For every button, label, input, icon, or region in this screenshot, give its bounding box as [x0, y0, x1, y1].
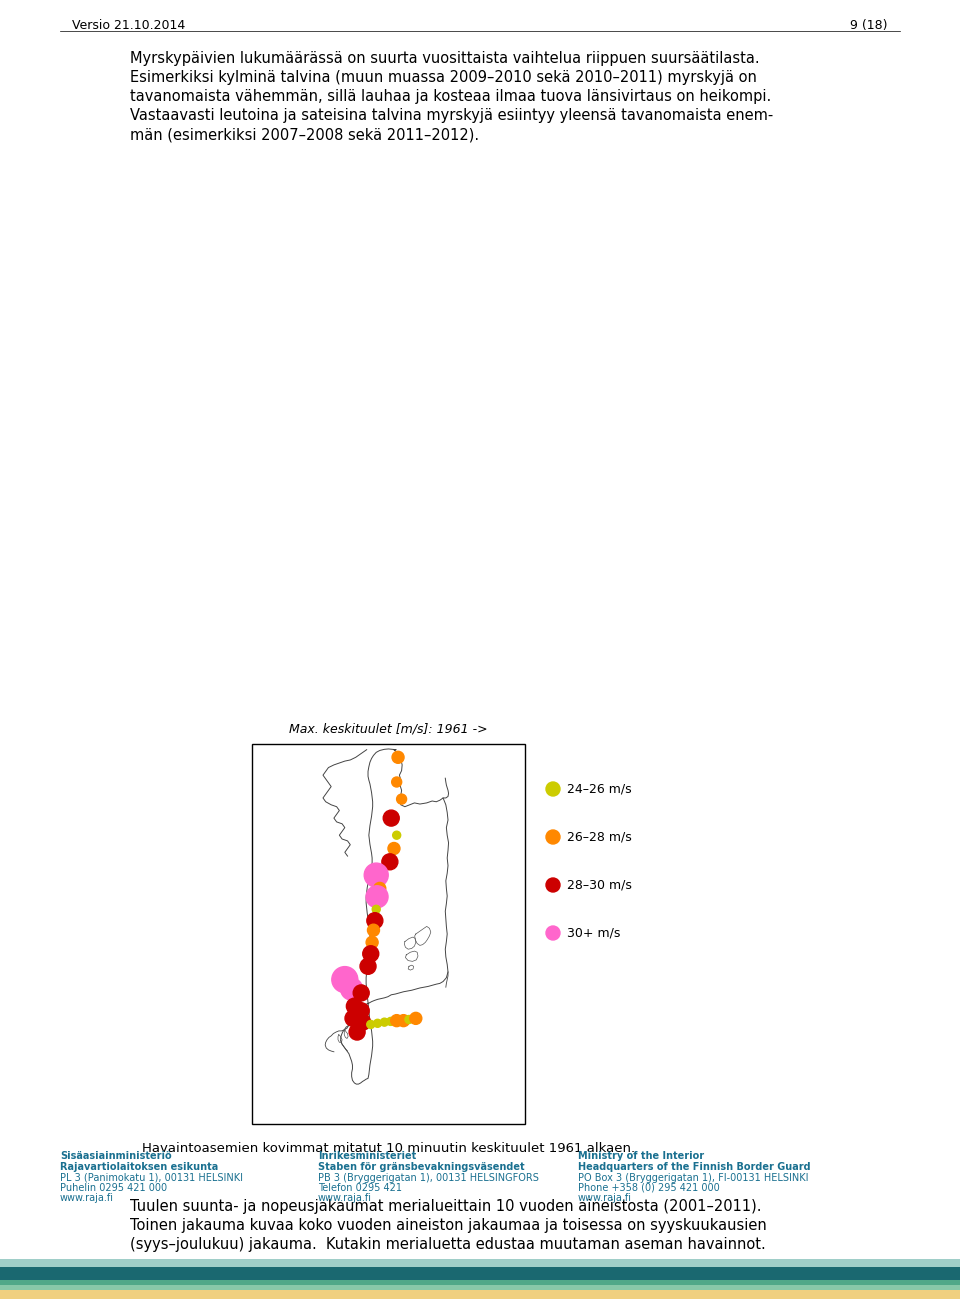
Circle shape [363, 946, 379, 961]
Text: Max. keskituulet [m/s]: 1961 ->: Max. keskituulet [m/s]: 1961 -> [289, 722, 488, 735]
Text: män (esimerkiksi 2007–2008 sekä 2011–2012).: män (esimerkiksi 2007–2008 sekä 2011–201… [130, 127, 479, 142]
Circle shape [367, 1021, 374, 1029]
Circle shape [353, 1003, 370, 1018]
Circle shape [383, 811, 399, 826]
Bar [0, 1259, 960, 1267]
Circle shape [396, 794, 407, 804]
Text: PO Box 3 (Bryggerigatan 1), FI-00131 HELSINKI: PO Box 3 (Bryggerigatan 1), FI-00131 HEL… [578, 1173, 808, 1183]
Text: 26–28 m/s: 26–28 m/s [567, 830, 632, 843]
Bar [0, 1285, 960, 1290]
Text: Esimerkiksi kylminä talvina (muun muassa 2009–2010 sekä 2010–2011) myrskyjä on: Esimerkiksi kylminä talvina (muun muassa… [130, 70, 756, 84]
Circle shape [354, 1015, 371, 1030]
Text: 28–30 m/s: 28–30 m/s [567, 878, 632, 891]
Text: Inrikesministeriet: Inrikesministeriet [318, 1151, 417, 1161]
Text: tavanomaista vähemmän, sillä lauhaa ja kosteaa ilmaa tuova länsivirtaus on heiko: tavanomaista vähemmän, sillä lauhaa ja k… [130, 90, 771, 104]
Circle shape [546, 926, 560, 940]
Circle shape [367, 913, 383, 929]
Text: www.raja.fi: www.raja.fi [318, 1192, 372, 1203]
Text: PB 3 (Bryggerigatan 1), 00131 HELSINGFORS: PB 3 (Bryggerigatan 1), 00131 HELSINGFOR… [318, 1173, 539, 1183]
Text: Toinen jakauma kuvaa koko vuoden aineiston jakaumaa ja toisessa on syyskuukausie: Toinen jakauma kuvaa koko vuoden aineist… [130, 1218, 767, 1233]
Text: Tuulen suunta- ja nopeusjakaumat merialueittain 10 vuoden aineistosta (2001–2011: Tuulen suunta- ja nopeusjakaumat merialu… [130, 1199, 761, 1215]
Circle shape [347, 998, 362, 1015]
Circle shape [345, 1011, 361, 1026]
Circle shape [382, 853, 397, 870]
Circle shape [372, 905, 380, 913]
Text: Versio 21.10.2014: Versio 21.10.2014 [72, 19, 185, 32]
Circle shape [392, 751, 404, 764]
Circle shape [368, 924, 379, 937]
Circle shape [366, 937, 378, 948]
Text: Phone +358 (0) 295 421 000: Phone +358 (0) 295 421 000 [578, 1183, 720, 1192]
Circle shape [373, 1020, 381, 1028]
Text: Staben för gränsbevakningsväsendet: Staben för gränsbevakningsväsendet [318, 1163, 524, 1172]
Circle shape [373, 882, 386, 895]
Text: Headquarters of the Finnish Border Guard: Headquarters of the Finnish Border Guard [578, 1163, 810, 1172]
Text: 9 (18): 9 (18) [851, 19, 888, 32]
Text: 30+ m/s: 30+ m/s [567, 926, 620, 939]
Circle shape [353, 985, 370, 1002]
Text: Puhelin 0295 421 000: Puhelin 0295 421 000 [60, 1183, 167, 1192]
Circle shape [546, 830, 560, 844]
Bar [252, 744, 525, 1124]
Text: www.raja.fi: www.raja.fi [578, 1192, 632, 1203]
Text: www.raja.fi: www.raja.fi [60, 1192, 114, 1203]
Text: Myrskypäivien lukumäärässä on suurta vuosittaista vaihtelua riippuen suursäätila: Myrskypäivien lukumäärässä on suurta vuo… [130, 51, 759, 66]
Text: Vastaavasti leutoina ja sateisina talvina myrskyjä esiintyy yleensä tavanomaista: Vastaavasti leutoina ja sateisina talvin… [130, 108, 773, 123]
Circle shape [360, 959, 376, 974]
Circle shape [391, 1015, 402, 1026]
Circle shape [546, 782, 560, 796]
Bar [0, 1280, 960, 1285]
Text: Ministry of the Interior: Ministry of the Interior [578, 1151, 704, 1161]
Circle shape [388, 843, 400, 855]
Circle shape [380, 1018, 389, 1026]
Circle shape [397, 1015, 410, 1026]
Text: Havaintoasemien kovimmat mitatut 10 minuutin keskituulet 1961 alkaen.: Havaintoasemien kovimmat mitatut 10 minu… [142, 1142, 636, 1155]
Bar [0, 1290, 960, 1299]
Circle shape [410, 1012, 421, 1025]
Circle shape [387, 1017, 395, 1025]
Circle shape [366, 886, 388, 908]
Text: (syys–joulukuu) jakauma.  Kutakin merialuetta edustaa muutaman aseman havainnot.: (syys–joulukuu) jakauma. Kutakin merialu… [130, 1237, 766, 1252]
Text: 24–26 m/s: 24–26 m/s [567, 782, 632, 795]
Circle shape [364, 863, 388, 887]
Circle shape [349, 1024, 365, 1040]
Circle shape [332, 966, 358, 992]
Circle shape [341, 978, 363, 1000]
Circle shape [393, 831, 400, 839]
Circle shape [405, 1016, 413, 1024]
Text: Telefon 0295 421: Telefon 0295 421 [318, 1183, 402, 1192]
Circle shape [546, 878, 560, 892]
Bar [0, 1267, 960, 1280]
Circle shape [392, 777, 401, 787]
Text: Rajavartiolaitoksen esikunta: Rajavartiolaitoksen esikunta [60, 1163, 218, 1172]
Text: Sisäasiainministeriö: Sisäasiainministeriö [60, 1151, 172, 1161]
Text: PL 3 (Panimokatu 1), 00131 HELSINKI: PL 3 (Panimokatu 1), 00131 HELSINKI [60, 1173, 243, 1183]
